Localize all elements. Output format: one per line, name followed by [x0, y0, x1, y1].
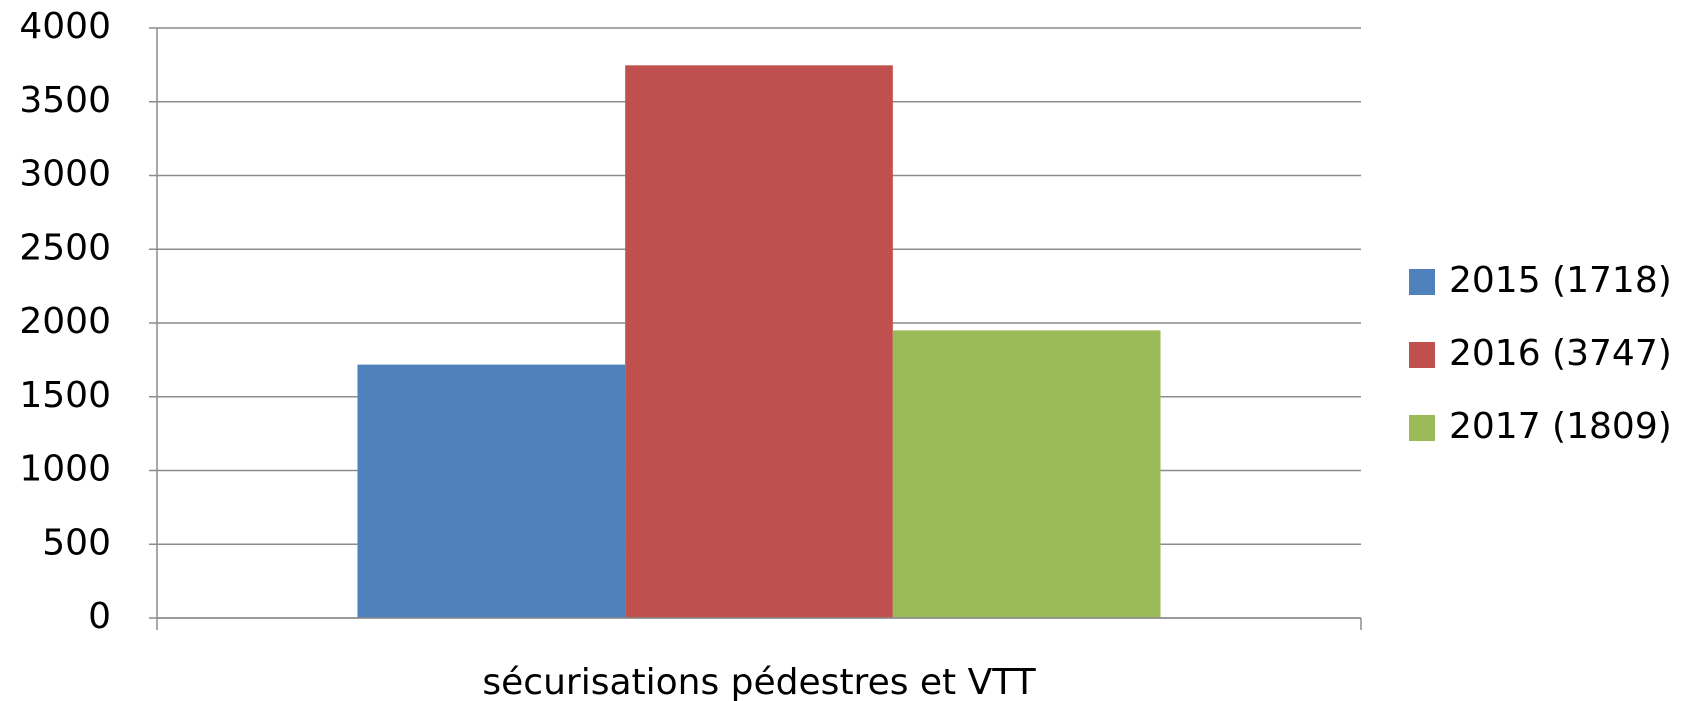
y-tick-label: 3500: [19, 80, 111, 121]
x-tick-label: sécurisations pédestres et VTT: [482, 662, 1036, 701]
bar: [357, 364, 626, 618]
legend-label: 2015 (1718): [1449, 260, 1672, 301]
legend-swatch: [1409, 342, 1435, 368]
y-tick-label: 2500: [19, 227, 111, 268]
legend-label: 2016 (3747): [1449, 333, 1672, 374]
y-tick-label: 2000: [19, 301, 111, 342]
y-tick-label: 1000: [19, 449, 111, 490]
y-tick-label: 0: [88, 596, 111, 637]
y-tick-label: 3000: [19, 154, 111, 195]
legend-label: 2017 (1809): [1449, 406, 1672, 447]
legend-swatch: [1409, 269, 1435, 295]
y-tick-label: 4000: [19, 6, 111, 47]
legend-swatch: [1409, 415, 1435, 441]
y-tick-label: 500: [42, 522, 111, 563]
y-tick-label: 1500: [19, 375, 111, 416]
bar: [892, 330, 1161, 618]
bar: [625, 65, 893, 618]
